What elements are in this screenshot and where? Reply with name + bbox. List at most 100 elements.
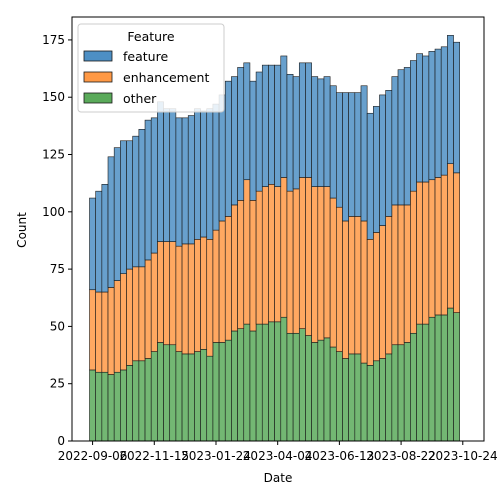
- bar-enhancement-28: [261, 186, 269, 325]
- bar-enhancement-29: [268, 184, 275, 323]
- bar-other-44: [360, 362, 368, 442]
- bar-feature-7: [132, 135, 140, 268]
- bar-other-49: [391, 344, 399, 442]
- bar-enhancement-44: [360, 220, 368, 364]
- bar-feature-18: [200, 110, 208, 238]
- bar-feature-48: [385, 90, 393, 217]
- bar-enhancement-21: [218, 220, 226, 343]
- bar-other-53: [416, 323, 423, 442]
- bar-enhancement-33: [292, 188, 300, 334]
- bar-feature-20: [212, 103, 220, 231]
- bar-feature-26: [249, 80, 257, 201]
- bar-feature-16: [187, 115, 195, 245]
- bar-enhancement-9: [144, 259, 152, 359]
- bar-other-37: [317, 339, 325, 442]
- bar-feature-30: [274, 64, 282, 187]
- bar-other-13: [169, 344, 177, 442]
- bar-feature-15: [181, 117, 189, 245]
- legend: Feature feature enhancement other: [77, 23, 225, 113]
- bar-enhancement-12: [163, 241, 171, 346]
- bar-other-55: [428, 316, 436, 442]
- bar-other-40: [335, 351, 343, 442]
- bar-other-34: [298, 328, 306, 442]
- bar-feature-49: [391, 76, 399, 206]
- bar-feature-38: [323, 76, 331, 187]
- bar-feature-56: [434, 48, 442, 178]
- bar-feature-22: [224, 80, 232, 217]
- bar-feature-42: [348, 92, 356, 217]
- bar-other-46: [373, 360, 380, 442]
- bar-other-59: [453, 312, 460, 442]
- bar-other-47: [379, 358, 386, 442]
- y-tick-label: 0: [57, 434, 65, 448]
- bar-enhancement-7: [132, 266, 140, 362]
- bar-other-22: [224, 339, 232, 442]
- bar-enhancement-0: [89, 289, 96, 371]
- x-tick-label: 2023-04-04: [243, 449, 313, 463]
- bar-other-21: [218, 342, 226, 442]
- x-tick-label: 2023-08-22: [366, 449, 436, 463]
- bar-other-24: [237, 328, 245, 442]
- bar-other-35: [305, 335, 312, 442]
- bar-feature-36: [311, 76, 319, 187]
- bar-feature-46: [373, 106, 380, 233]
- bar-enhancement-23: [231, 204, 238, 332]
- bar-feature-17: [194, 108, 201, 240]
- bar-feature-54: [422, 55, 430, 183]
- bar-feature-19: [206, 108, 214, 240]
- bar-enhancement-8: [138, 266, 146, 362]
- bar-other-58: [447, 307, 454, 442]
- bar-enhancement-56: [434, 177, 442, 316]
- bar-other-18: [200, 349, 208, 442]
- bar-feature-59: [453, 41, 460, 174]
- bar-enhancement-45: [366, 239, 374, 366]
- bar-feature-45: [366, 112, 374, 240]
- y-tick-label: 50: [50, 319, 65, 333]
- bar-enhancement-59: [453, 172, 460, 313]
- bar-other-48: [385, 353, 393, 442]
- y-tick-label: 150: [42, 90, 65, 104]
- bar-enhancement-48: [385, 216, 393, 355]
- y-tick-label: 75: [50, 262, 65, 276]
- bar-enhancement-31: [280, 177, 288, 318]
- bar-feature-3: [107, 156, 115, 288]
- bar-enhancement-13: [169, 241, 177, 346]
- bar-enhancement-25: [243, 179, 251, 325]
- bar-enhancement-35: [305, 177, 312, 336]
- legend-swatch-feature: [83, 50, 113, 62]
- bar-other-27: [255, 323, 263, 442]
- bar-feature-32: [286, 73, 294, 192]
- bar-other-11: [157, 342, 164, 442]
- bar-other-8: [138, 360, 146, 442]
- bar-enhancement-10: [150, 252, 158, 352]
- bar-enhancement-57: [440, 174, 448, 316]
- bar-other-33: [292, 332, 300, 442]
- x-tick-label: 2023-06-13: [305, 449, 375, 463]
- bar-enhancement-32: [286, 190, 294, 334]
- x-tick-label: 2023-10-24: [428, 449, 498, 463]
- legend-label-enhancement: enhancement: [123, 70, 209, 85]
- bar-enhancement-17: [194, 239, 201, 352]
- bar-enhancement-18: [200, 236, 208, 350]
- bar-enhancement-26: [249, 200, 257, 332]
- bar-other-10: [150, 351, 158, 442]
- bar-feature-0: [89, 197, 96, 291]
- y-tick-label: 25: [50, 377, 65, 391]
- bar-feature-6: [126, 140, 133, 270]
- bar-feature-37: [317, 78, 325, 187]
- bar-enhancement-39: [329, 197, 337, 348]
- bar-enhancement-58: [447, 163, 454, 309]
- bar-enhancement-15: [181, 243, 189, 355]
- bar-feature-8: [138, 129, 146, 268]
- bar-enhancement-5: [120, 273, 127, 371]
- bar-feature-39: [329, 85, 337, 199]
- bar-other-31: [280, 316, 288, 442]
- legend-label-feature: feature: [123, 49, 168, 64]
- bar-other-5: [120, 369, 127, 442]
- bar-feature-44: [360, 85, 368, 222]
- bar-feature-11: [157, 101, 164, 242]
- bar-feature-57: [440, 46, 448, 176]
- bar-other-50: [397, 344, 405, 442]
- bar-feature-40: [335, 92, 343, 208]
- x-tick-label: 2022-09-06: [58, 449, 128, 463]
